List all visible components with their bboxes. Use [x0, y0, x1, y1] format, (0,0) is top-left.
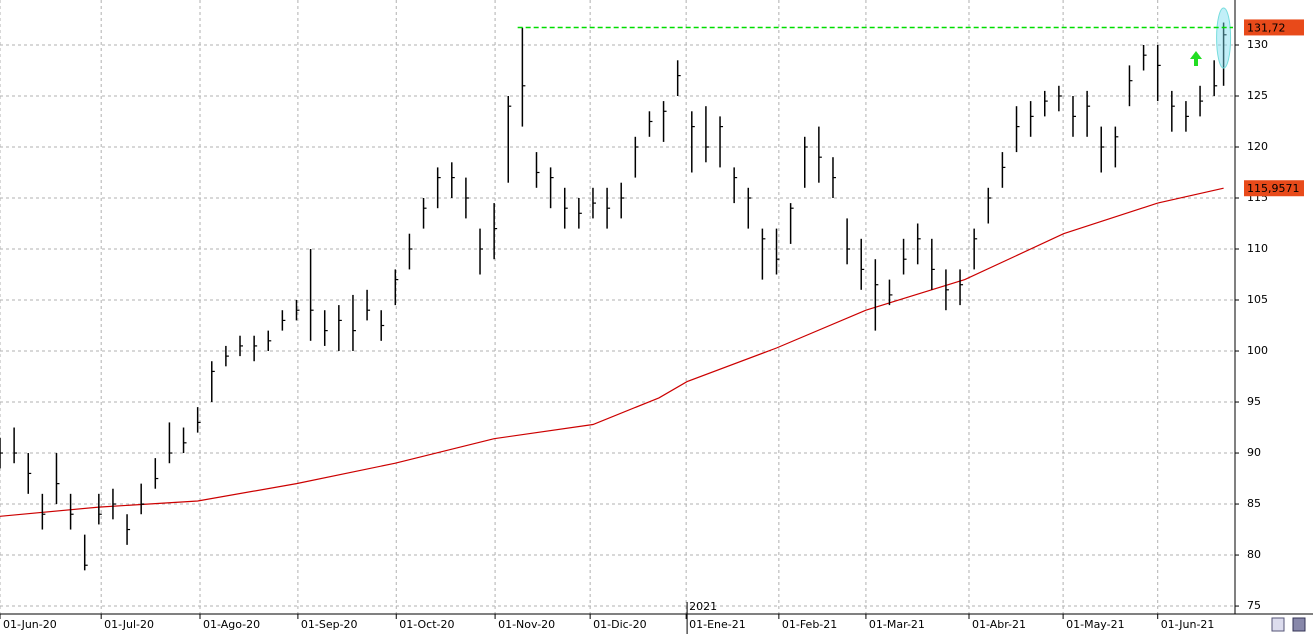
x-tick-label: 01-Jun-21: [1161, 618, 1215, 631]
tool-icon[interactable]: [1271, 617, 1285, 632]
x-tick-label: 01-Oct-20: [399, 618, 454, 631]
x-tick-label: 01-Jul-20: [104, 618, 154, 631]
price-tag-label: 115,9571: [1247, 182, 1300, 195]
x-tick-label: 01-Feb-21: [782, 618, 837, 631]
moving-average: [0, 187, 1224, 517]
marks: [0, 7, 1233, 571]
price-tag-label: 131,72: [1247, 21, 1286, 34]
highlight: [1216, 7, 1232, 69]
price-tag: [1244, 180, 1304, 197]
y-tick-label: 75: [1247, 599, 1261, 612]
x-tick-label: 01-Abr-21: [972, 618, 1026, 631]
x-tick-label: 01-May-21: [1066, 618, 1124, 631]
save-icon[interactable]: [1292, 617, 1306, 632]
x-tick-label: 01-Jun-20: [3, 618, 57, 631]
y-tick-label: 110: [1247, 242, 1268, 255]
price-tag: [1244, 19, 1304, 36]
x-tick-label: 01-Mar-21: [869, 618, 925, 631]
y-tick-label: 85: [1247, 497, 1261, 510]
y-tick-label: 105: [1247, 293, 1268, 306]
y-tick-label: 95: [1247, 395, 1261, 408]
x-tick-label: 01-Nov-20: [498, 618, 555, 631]
labels: 758085909510010511011512012513001-Jun-20…: [0, 19, 1304, 634]
y-tick-label: 80: [1247, 548, 1261, 561]
x-tick-label: 01-Sep-20: [301, 618, 358, 631]
x-tick-label: 01-Ago-20: [203, 618, 260, 631]
y-tick-label: 130: [1247, 38, 1268, 51]
x-tick-label: 01-Dic-20: [593, 618, 647, 631]
y-tick-label: 120: [1247, 140, 1268, 153]
y-tick-label: 90: [1247, 446, 1261, 459]
up-arrow: [1190, 51, 1202, 66]
y-tick-label: 100: [1247, 344, 1268, 357]
x-tick-label: 01-Ene-21: [689, 618, 746, 631]
year-label: 2021: [689, 600, 717, 613]
grid: [0, 0, 1233, 614]
y-tick-label: 125: [1247, 89, 1268, 102]
toolbar[interactable]: [1271, 617, 1306, 632]
